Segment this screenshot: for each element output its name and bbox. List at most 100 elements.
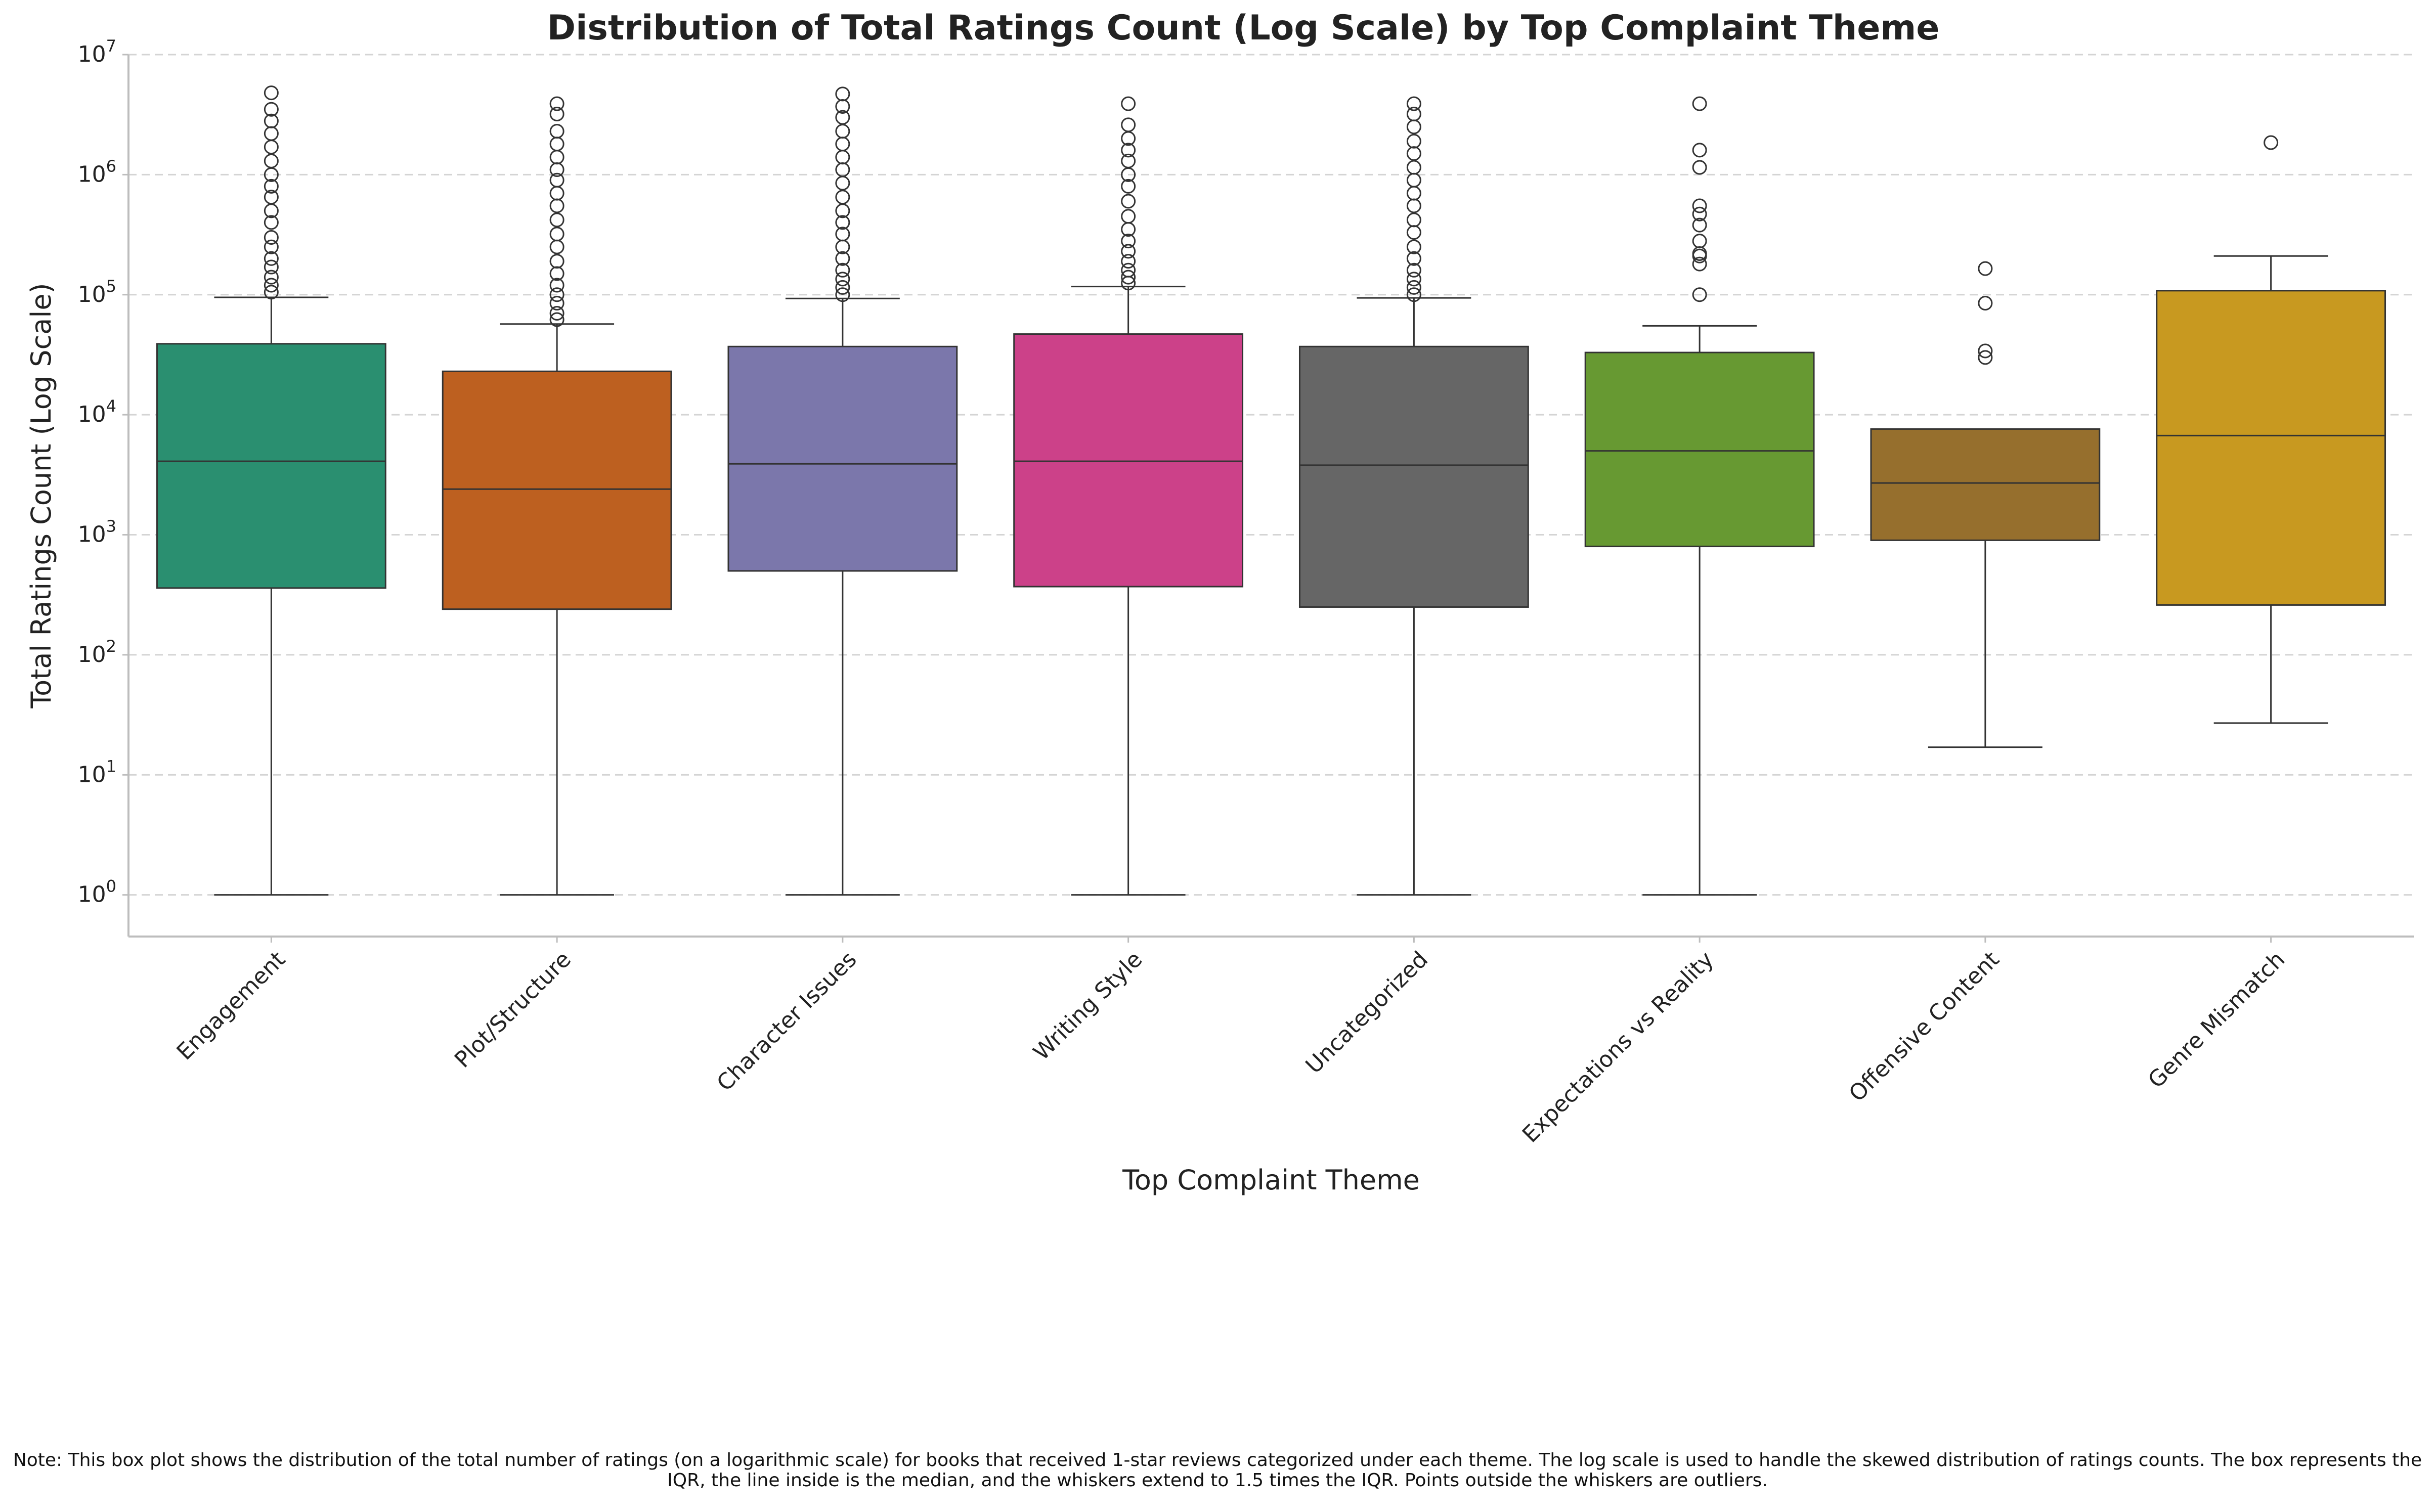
box-group bbox=[156, 85, 386, 896]
outlier-point bbox=[1406, 186, 1421, 201]
outlier-point bbox=[264, 113, 279, 128]
outlier-point bbox=[549, 137, 564, 152]
outlier-point bbox=[549, 150, 564, 165]
outlier-point bbox=[835, 110, 850, 125]
outlier-point bbox=[1121, 117, 1136, 132]
outlier-point bbox=[1121, 270, 1136, 285]
y-tick-label: 107 bbox=[78, 36, 116, 67]
outlier-point bbox=[1121, 254, 1136, 269]
outlier-point bbox=[264, 285, 279, 300]
outlier-point bbox=[835, 190, 850, 205]
outlier-point bbox=[549, 186, 564, 201]
outlier-point bbox=[835, 262, 850, 278]
outlier-point bbox=[549, 287, 564, 302]
outlier-point bbox=[1406, 96, 1421, 111]
box-iqr bbox=[1870, 428, 2101, 541]
x-tick-labels: Engagement Plot/Structure Character Issues… bbox=[172, 937, 2290, 1148]
outlier-point bbox=[549, 172, 564, 188]
axes bbox=[127, 55, 2414, 938]
chart-title: Distribution of Total Ratings Count (Log… bbox=[547, 8, 1940, 48]
outlier-point bbox=[549, 266, 564, 281]
y-axis-label: Total Ratings Count (Log Scale) bbox=[25, 283, 57, 708]
box-iqr bbox=[1013, 333, 1244, 588]
outlier-point bbox=[549, 306, 564, 321]
outlier-point bbox=[264, 278, 279, 293]
outlier-point bbox=[1978, 261, 1993, 276]
box-group bbox=[1870, 261, 2101, 748]
boxes bbox=[156, 85, 2386, 896]
outlier-point bbox=[1121, 209, 1136, 224]
box-iqr bbox=[727, 345, 958, 572]
y-tick-label: 102 bbox=[78, 637, 116, 668]
outlier-point bbox=[549, 296, 564, 311]
outlier-point bbox=[1121, 194, 1136, 209]
outlier-point bbox=[835, 175, 850, 191]
box-iqr bbox=[1298, 345, 1529, 608]
outlier-point bbox=[264, 153, 279, 168]
y-tick-labels: 100 101 102 103 104 105 106 107 bbox=[78, 36, 128, 908]
outlier-point bbox=[1406, 212, 1421, 228]
outlier-point bbox=[835, 272, 850, 287]
box-group bbox=[1584, 96, 1815, 896]
outlier-point bbox=[264, 126, 279, 141]
x-tick-label: Offensive Content bbox=[1844, 947, 2005, 1107]
x-tick-label: Writing Style bbox=[1028, 947, 1147, 1065]
outlier-point bbox=[1692, 96, 1707, 111]
outlier-point bbox=[1406, 134, 1421, 149]
outlier-point bbox=[835, 124, 850, 139]
y-tick-label: 106 bbox=[78, 156, 116, 187]
outlier-point bbox=[549, 312, 564, 327]
outlier-point bbox=[1121, 153, 1136, 168]
outlier-point bbox=[264, 140, 279, 155]
outlier-point bbox=[549, 254, 564, 269]
outlier-point bbox=[835, 251, 850, 266]
outlier-point bbox=[264, 215, 279, 230]
y-tick-label: 101 bbox=[78, 757, 116, 787]
outlier-point bbox=[835, 227, 850, 242]
box-iqr bbox=[1584, 351, 1815, 548]
outlier-point bbox=[264, 102, 279, 117]
outlier-point bbox=[264, 179, 279, 194]
outlier-point bbox=[1978, 296, 1993, 311]
box-group bbox=[442, 96, 672, 896]
outlier-point bbox=[835, 215, 850, 230]
outlier-point bbox=[264, 85, 279, 101]
outlier-point bbox=[2264, 135, 2279, 150]
outlier-point bbox=[549, 212, 564, 228]
outlier-point bbox=[1406, 160, 1421, 175]
box-group bbox=[1013, 96, 1244, 896]
outlier-point bbox=[1692, 234, 1707, 249]
outlier-point bbox=[549, 124, 564, 139]
y-tick-label: 105 bbox=[78, 277, 116, 307]
outlier-point bbox=[1406, 172, 1421, 188]
outlier-point bbox=[835, 137, 850, 152]
box-iqr bbox=[156, 343, 386, 589]
outlier-point bbox=[1406, 280, 1421, 295]
outlier-point bbox=[1692, 217, 1707, 233]
outlier-point bbox=[1121, 96, 1136, 111]
outlier-point bbox=[1978, 343, 1993, 359]
outlier-point bbox=[1121, 244, 1136, 259]
outlier-point bbox=[1406, 239, 1421, 254]
outlier-point bbox=[264, 239, 279, 254]
x-tick-label: Uncategorized bbox=[1301, 947, 1433, 1079]
outlier-point bbox=[264, 251, 279, 266]
x-tick-label: Expectations vs Reality bbox=[1517, 947, 1719, 1148]
box-group bbox=[1298, 96, 1529, 896]
outlier-point bbox=[264, 259, 279, 275]
box-iqr bbox=[2156, 290, 2386, 606]
outlier-point bbox=[1692, 198, 1707, 213]
outlier-point bbox=[1692, 160, 1707, 175]
outlier-point bbox=[1121, 234, 1136, 249]
outlier-point bbox=[1406, 272, 1421, 287]
outlier-point bbox=[835, 86, 850, 102]
box-group bbox=[727, 86, 958, 896]
outlier-point bbox=[835, 280, 850, 295]
outlier-point bbox=[549, 227, 564, 242]
outlier-point bbox=[1406, 106, 1421, 121]
outlier-point bbox=[1978, 350, 1993, 365]
outlier-point bbox=[1692, 287, 1707, 302]
outlier-point bbox=[549, 239, 564, 254]
outlier-point bbox=[1406, 146, 1421, 161]
